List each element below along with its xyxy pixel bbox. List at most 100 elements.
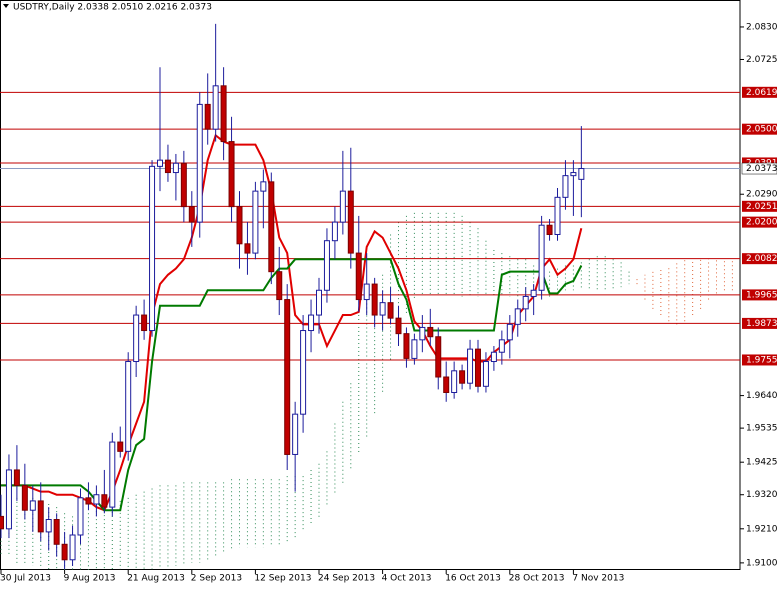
x-tick-label: 7 Nov 2013 [572,574,624,584]
y-tick-label: 1.9210 [746,524,777,534]
level-label: 2.0500 [746,125,777,135]
candle-body [180,162,187,208]
level-label: 1.9965 [746,290,777,300]
y-tick-label: 2.0725 [746,55,777,65]
candle-body [172,162,179,174]
candle-body [13,469,20,486]
candle-body [355,252,362,301]
candle-body [546,224,553,236]
x-tick-label: 24 Sep 2013 [318,574,375,584]
candle-body [204,103,211,130]
candle-body [157,159,163,167]
price-label: 2.0373 [746,164,777,174]
candle-body [371,283,378,316]
candle-body [93,494,100,505]
candle-body [316,289,322,316]
candle-body [260,181,267,192]
y-tick-label: 1.9640 [746,391,777,401]
candle-body [276,271,283,301]
candle-body [188,206,195,223]
candle-body [475,348,481,387]
level-label-box [742,123,777,135]
price-label-box [741,162,777,175]
candle-body [435,336,442,378]
candle-body [522,295,529,310]
candle-body [141,314,148,332]
x-tick-label: 16 Oct 2013 [445,574,501,584]
y-tick-label: 2.0290 [746,190,777,200]
y-tick-label: 2.0830 [746,22,777,32]
plot-frame [0,0,741,570]
plot-area [0,23,740,570]
candle-body [554,196,561,236]
candle-body [45,519,52,533]
candle-body [514,308,521,325]
candle-body [490,351,497,363]
candle-body [149,165,156,332]
candle-body [220,85,227,143]
y-tick-label: 1.9535 [746,424,777,434]
candle-body [467,348,474,384]
candle-body [323,240,330,291]
x-tick-label: 4 Oct 2013 [382,574,432,584]
candle-body [125,361,132,452]
candle-body [228,141,235,208]
candle-body [482,361,489,387]
level-label-box [742,253,777,265]
candle-body [308,314,315,332]
candle-body [77,497,84,536]
candle-body [268,181,275,273]
level-label-box [742,289,777,301]
candle-body [331,221,338,242]
candle-body [21,484,28,511]
level-label-box [742,216,777,228]
candle-body [363,283,370,301]
candle-body [37,500,44,533]
candle-body [451,370,458,393]
level-label-box [742,354,777,366]
candle-body [164,159,171,174]
candle-body [498,339,505,353]
candle-body [395,317,402,335]
x-tick-label: 12 Sep 2013 [254,574,311,584]
candle-body [347,190,354,254]
candle-body [244,243,251,254]
candle-body [69,534,76,561]
candle-body [419,326,426,341]
candle-body [411,339,418,359]
candle-body [443,376,450,393]
level-label: 2.0082 [746,254,777,264]
candle-body [459,370,466,384]
menu-triangle [3,4,9,8]
candle-body [5,469,12,530]
candle-body [570,172,577,177]
candle-body [292,413,299,455]
x-tick-label: 30 Jul 2013 [0,574,51,584]
candle-body [133,314,140,363]
x-tick-label: 28 Oct 2013 [509,574,565,584]
level-label-box [742,86,777,98]
y-tick-label: 1.9425 [746,458,777,468]
y-tick-label: 1.9320 [746,490,777,500]
candle-body [53,519,60,545]
x-tick-label: 21 Aug 2013 [127,574,185,584]
candle-body [109,441,116,508]
candle-body [562,175,569,198]
level-label: 2.0251 [746,202,777,212]
candle-body [403,333,410,359]
level-label: 1.9755 [746,355,777,365]
candle-body [85,497,92,505]
candle-body [212,85,219,130]
chart-title: USDTRY,Daily 2.0338 2.0510 2.0216 2.0373 [13,3,212,13]
candle-body [506,323,513,341]
candle-body [29,500,36,511]
candle-body [538,224,545,291]
level-label-box [742,317,777,329]
x-tick-label: 2 Sep 2013 [191,574,242,584]
candle-body [252,190,259,254]
candle-body [427,326,434,338]
candle-body [530,289,537,297]
candle-body [61,543,68,561]
